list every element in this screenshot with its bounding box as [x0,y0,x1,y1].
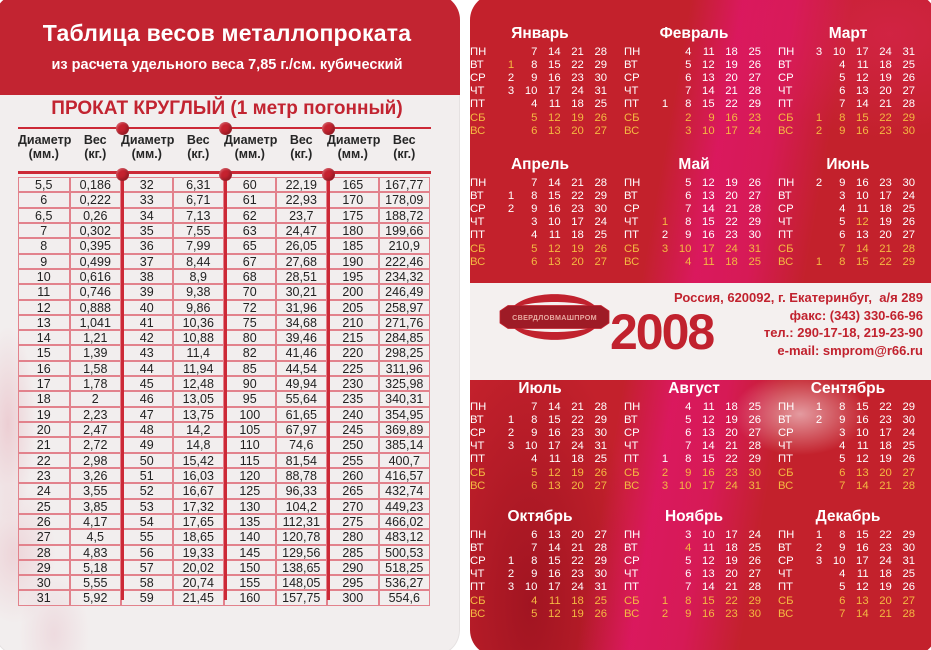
svg-text:СВЕРДЛОВМАШПРОМ: СВЕРДЛОВМАШПРОМ [512,313,597,322]
